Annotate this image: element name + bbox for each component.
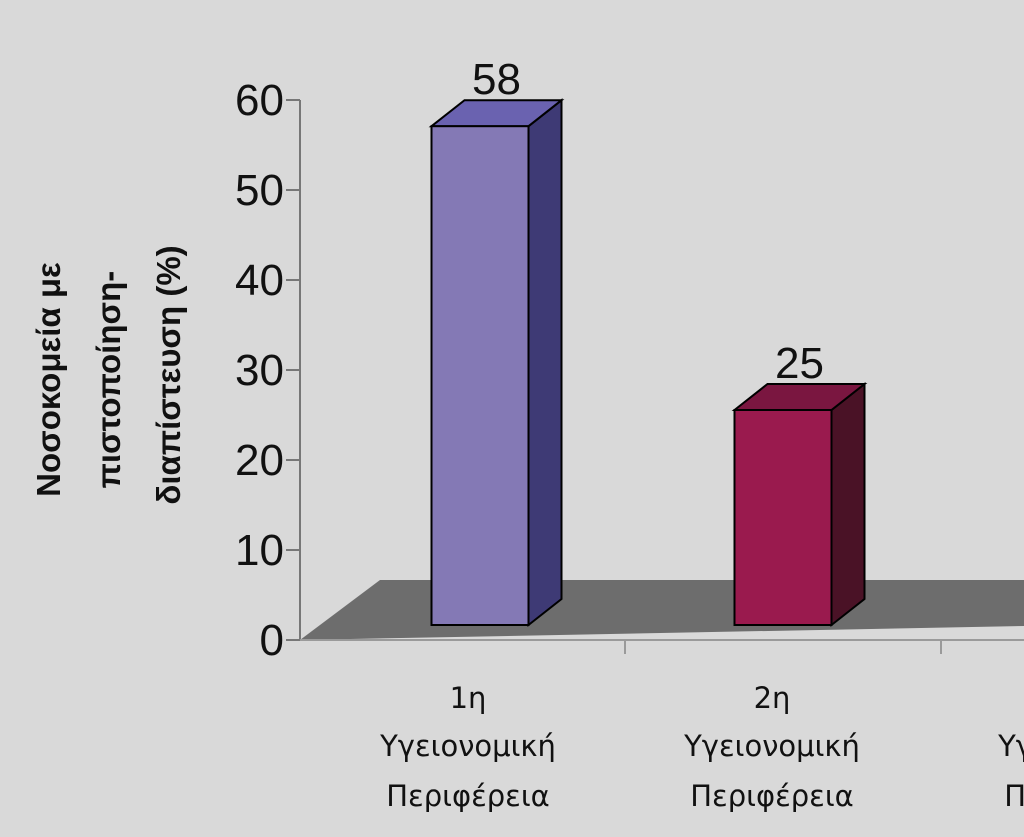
y-axis-title-line-3: διαπίστευση (%) [150,245,187,504]
y-tick-label: 20 [235,436,284,485]
bar-front [430,125,530,626]
category-label-line: Περιφέρεια [386,779,550,813]
bar-2: 25 [731,339,868,628]
bar-side [830,381,866,628]
data-label: 58 [472,55,521,104]
category-label-line: 2η [754,681,791,715]
y-tick-label: 0 [260,616,284,665]
category-label-line: Υγειονομική [997,729,1024,763]
category-label-line: 1η [450,681,487,715]
bars: 58 25 [428,55,868,628]
y-axis-title: Νοσοκομεία με πιστοποίηση- διαπίστευση (… [30,245,187,504]
data-label: 25 [775,339,824,388]
y-axis-title-line-1: Νοσοκομεία με [30,262,67,497]
y-tick-label: 40 [235,256,284,305]
y-axis-title-line-2: πιστοποίηση- [90,271,127,489]
y-axis-ticks: 0 10 20 30 40 50 60 [235,76,942,665]
y-tick-label: 60 [235,76,284,125]
bar-side [527,98,563,628]
bar-1: 58 [428,55,565,628]
category-label-3: 3ηΥγειονομικήΠεριφέρεια [997,681,1024,813]
category-label-line: Υγειονομική [379,729,556,763]
bar-front [733,409,833,626]
category-label-line: Υγειονομική [683,729,860,763]
category-label-line: Περιφέρεια [1004,779,1024,813]
y-tick-label: 30 [235,346,284,395]
category-label-2: 2η Υγειονομική Περιφέρεια [683,681,860,813]
category-label-line: Περιφέρεια [690,779,854,813]
category-label-1: 1η Υγειονομική Περιφέρεια [379,681,556,813]
y-tick-label: 50 [235,166,284,215]
y-tick-label: 10 [235,526,284,575]
category-labels: 1η Υγειονομική Περιφέρεια 2η Υγειονομική Περι… [379,681,1024,813]
